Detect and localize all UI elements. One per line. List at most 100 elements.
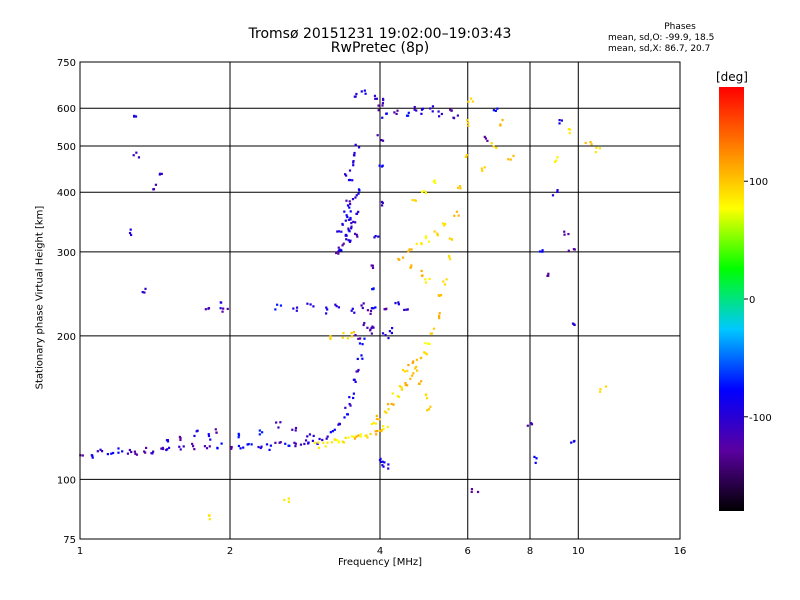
x-mode-point xyxy=(357,434,360,437)
o-mode-point xyxy=(303,442,306,446)
x-mode-point xyxy=(329,337,332,341)
o-mode-point xyxy=(347,218,351,221)
o-mode-point xyxy=(222,307,225,310)
x-mode-point xyxy=(350,335,353,338)
x-mode-point xyxy=(456,186,460,189)
o-mode-point xyxy=(276,303,279,306)
o-mode-point xyxy=(374,97,377,100)
x-mode-point xyxy=(415,365,418,368)
o-mode-point xyxy=(407,111,410,114)
x-mode-point xyxy=(326,441,329,444)
colorbar-ticks: 100 0 -100 xyxy=(744,177,772,424)
x-mode-point xyxy=(434,181,437,184)
x-mode-point xyxy=(439,294,443,297)
x-mode-point xyxy=(375,417,379,421)
o-mode-point xyxy=(335,305,338,308)
x-mode-point xyxy=(418,382,421,386)
o-mode-point xyxy=(355,194,358,197)
x-mode-point xyxy=(433,230,436,233)
o-mode-point xyxy=(237,432,240,435)
o-mode-point xyxy=(90,454,93,457)
x-mode-point xyxy=(406,369,409,373)
x-mode-point xyxy=(378,418,381,421)
x-mode-point xyxy=(459,187,462,190)
x-mode-point xyxy=(330,441,334,444)
x-mode-point xyxy=(208,514,211,517)
o-mode-point xyxy=(117,451,120,454)
o-mode-point xyxy=(556,190,559,194)
o-mode-point xyxy=(571,322,575,325)
o-mode-point xyxy=(325,312,328,315)
o-mode-point xyxy=(258,433,261,436)
o-mode-point xyxy=(343,416,346,419)
o-mode-point xyxy=(288,444,291,447)
x-mode-point xyxy=(509,158,512,161)
o-mode-point xyxy=(135,151,138,154)
x-mode-point xyxy=(342,331,345,335)
o-mode-point xyxy=(437,110,440,113)
o-mode-point xyxy=(349,216,352,220)
x-tick-label: 6 xyxy=(465,546,471,557)
o-mode-point xyxy=(372,287,375,291)
x-mode-point xyxy=(411,374,414,377)
o-mode-point xyxy=(357,146,361,149)
o-mode-point xyxy=(356,357,359,361)
x-mode-point xyxy=(353,437,356,440)
o-mode-point xyxy=(316,442,319,445)
o-mode-point xyxy=(558,119,561,122)
o-mode-point xyxy=(132,154,135,157)
o-mode-point xyxy=(326,435,329,438)
o-mode-point xyxy=(375,97,378,100)
o-mode-point xyxy=(363,337,366,340)
o-mode-point xyxy=(393,111,396,114)
o-mode-point xyxy=(567,249,570,252)
o-mode-point xyxy=(145,446,148,450)
chart-title-line2: RwPretec (8p) xyxy=(330,40,430,56)
x-mode-point xyxy=(372,421,375,424)
o-mode-point xyxy=(110,452,113,455)
o-mode-point xyxy=(390,331,393,335)
o-mode-point xyxy=(214,428,217,431)
o-mode-point xyxy=(121,450,124,453)
x-mode-point xyxy=(590,143,593,146)
o-mode-point xyxy=(352,161,355,164)
o-mode-point xyxy=(337,306,341,309)
x-mode-point xyxy=(401,368,405,372)
o-mode-point xyxy=(452,117,456,120)
x-mode-point xyxy=(436,232,439,235)
o-mode-point xyxy=(354,380,357,384)
o-mode-point xyxy=(361,306,364,310)
o-mode-point xyxy=(179,448,182,451)
o-mode-point xyxy=(207,307,211,310)
o-mode-point xyxy=(382,465,385,468)
x-mode-point xyxy=(465,154,468,157)
o-mode-point xyxy=(91,456,94,459)
y-tick-label: 200 xyxy=(57,332,76,343)
o-mode-point xyxy=(563,233,566,236)
o-mode-point xyxy=(133,115,136,118)
data-points xyxy=(79,89,608,521)
x-mode-point xyxy=(352,331,356,334)
x-mode-point xyxy=(598,147,601,150)
o-mode-point xyxy=(96,450,99,453)
x-mode-point xyxy=(589,140,592,144)
colorbar-unit-label: [deg] xyxy=(716,70,748,84)
x-mode-point xyxy=(567,128,571,131)
x-mode-point xyxy=(432,327,436,330)
o-mode-point xyxy=(379,457,382,460)
o-mode-point xyxy=(372,326,375,329)
x-mode-point xyxy=(437,314,441,317)
o-mode-point xyxy=(81,454,84,457)
x-mode-point xyxy=(599,390,602,393)
o-mode-point xyxy=(356,235,359,238)
o-mode-point xyxy=(381,97,385,101)
x-mode-point xyxy=(403,370,406,373)
o-mode-point xyxy=(374,306,377,309)
o-mode-point xyxy=(162,447,165,451)
o-mode-point xyxy=(345,174,348,177)
o-mode-point xyxy=(359,337,362,340)
x-mode-point xyxy=(390,402,393,405)
o-mode-point xyxy=(381,464,384,467)
o-mode-point xyxy=(347,239,350,242)
o-mode-point xyxy=(370,264,373,267)
